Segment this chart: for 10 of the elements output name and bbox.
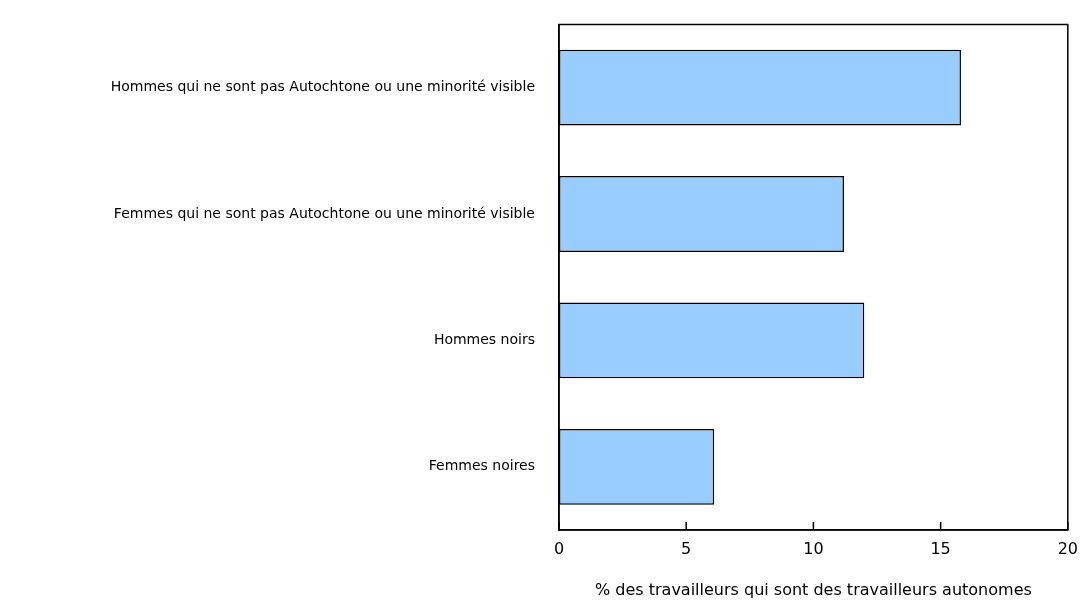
y-tick-label: Femmes qui ne sont pas Autochtone ou une minorité visible bbox=[113, 204, 535, 221]
x-tick-label: 0 bbox=[553, 538, 565, 558]
x-tick-label: 15 bbox=[930, 538, 951, 558]
y-tick-label: Femmes noires bbox=[428, 457, 535, 474]
x-tick-label: 20 bbox=[1057, 538, 1078, 558]
y-tick-label: Hommes qui ne sont pas Autochtone ou une minorité visible bbox=[110, 78, 535, 95]
y-tick-label: Hommes noirs bbox=[433, 331, 535, 348]
x-tick-label: 5 bbox=[681, 538, 692, 558]
x-tick-label: 10 bbox=[803, 538, 824, 558]
x-axis-title: % des travailleurs qui sont des travailleurs autonomes bbox=[595, 579, 1032, 599]
